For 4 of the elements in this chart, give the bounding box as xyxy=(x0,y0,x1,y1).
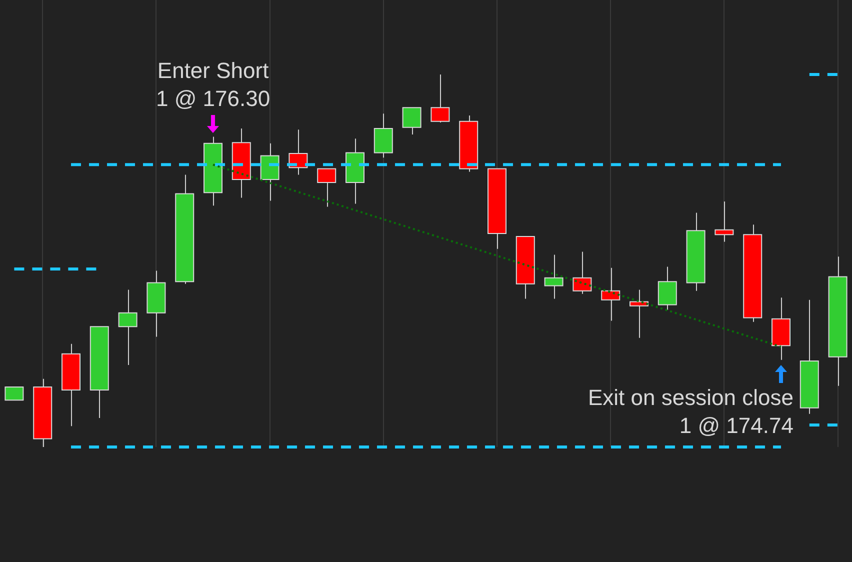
annotation: Exit on session close 1 @ 174.74 xyxy=(588,384,794,440)
annotation: Enter Short 1 @ 176.30 xyxy=(156,56,270,113)
candlestick xyxy=(402,107,422,135)
candlestick xyxy=(658,266,677,310)
